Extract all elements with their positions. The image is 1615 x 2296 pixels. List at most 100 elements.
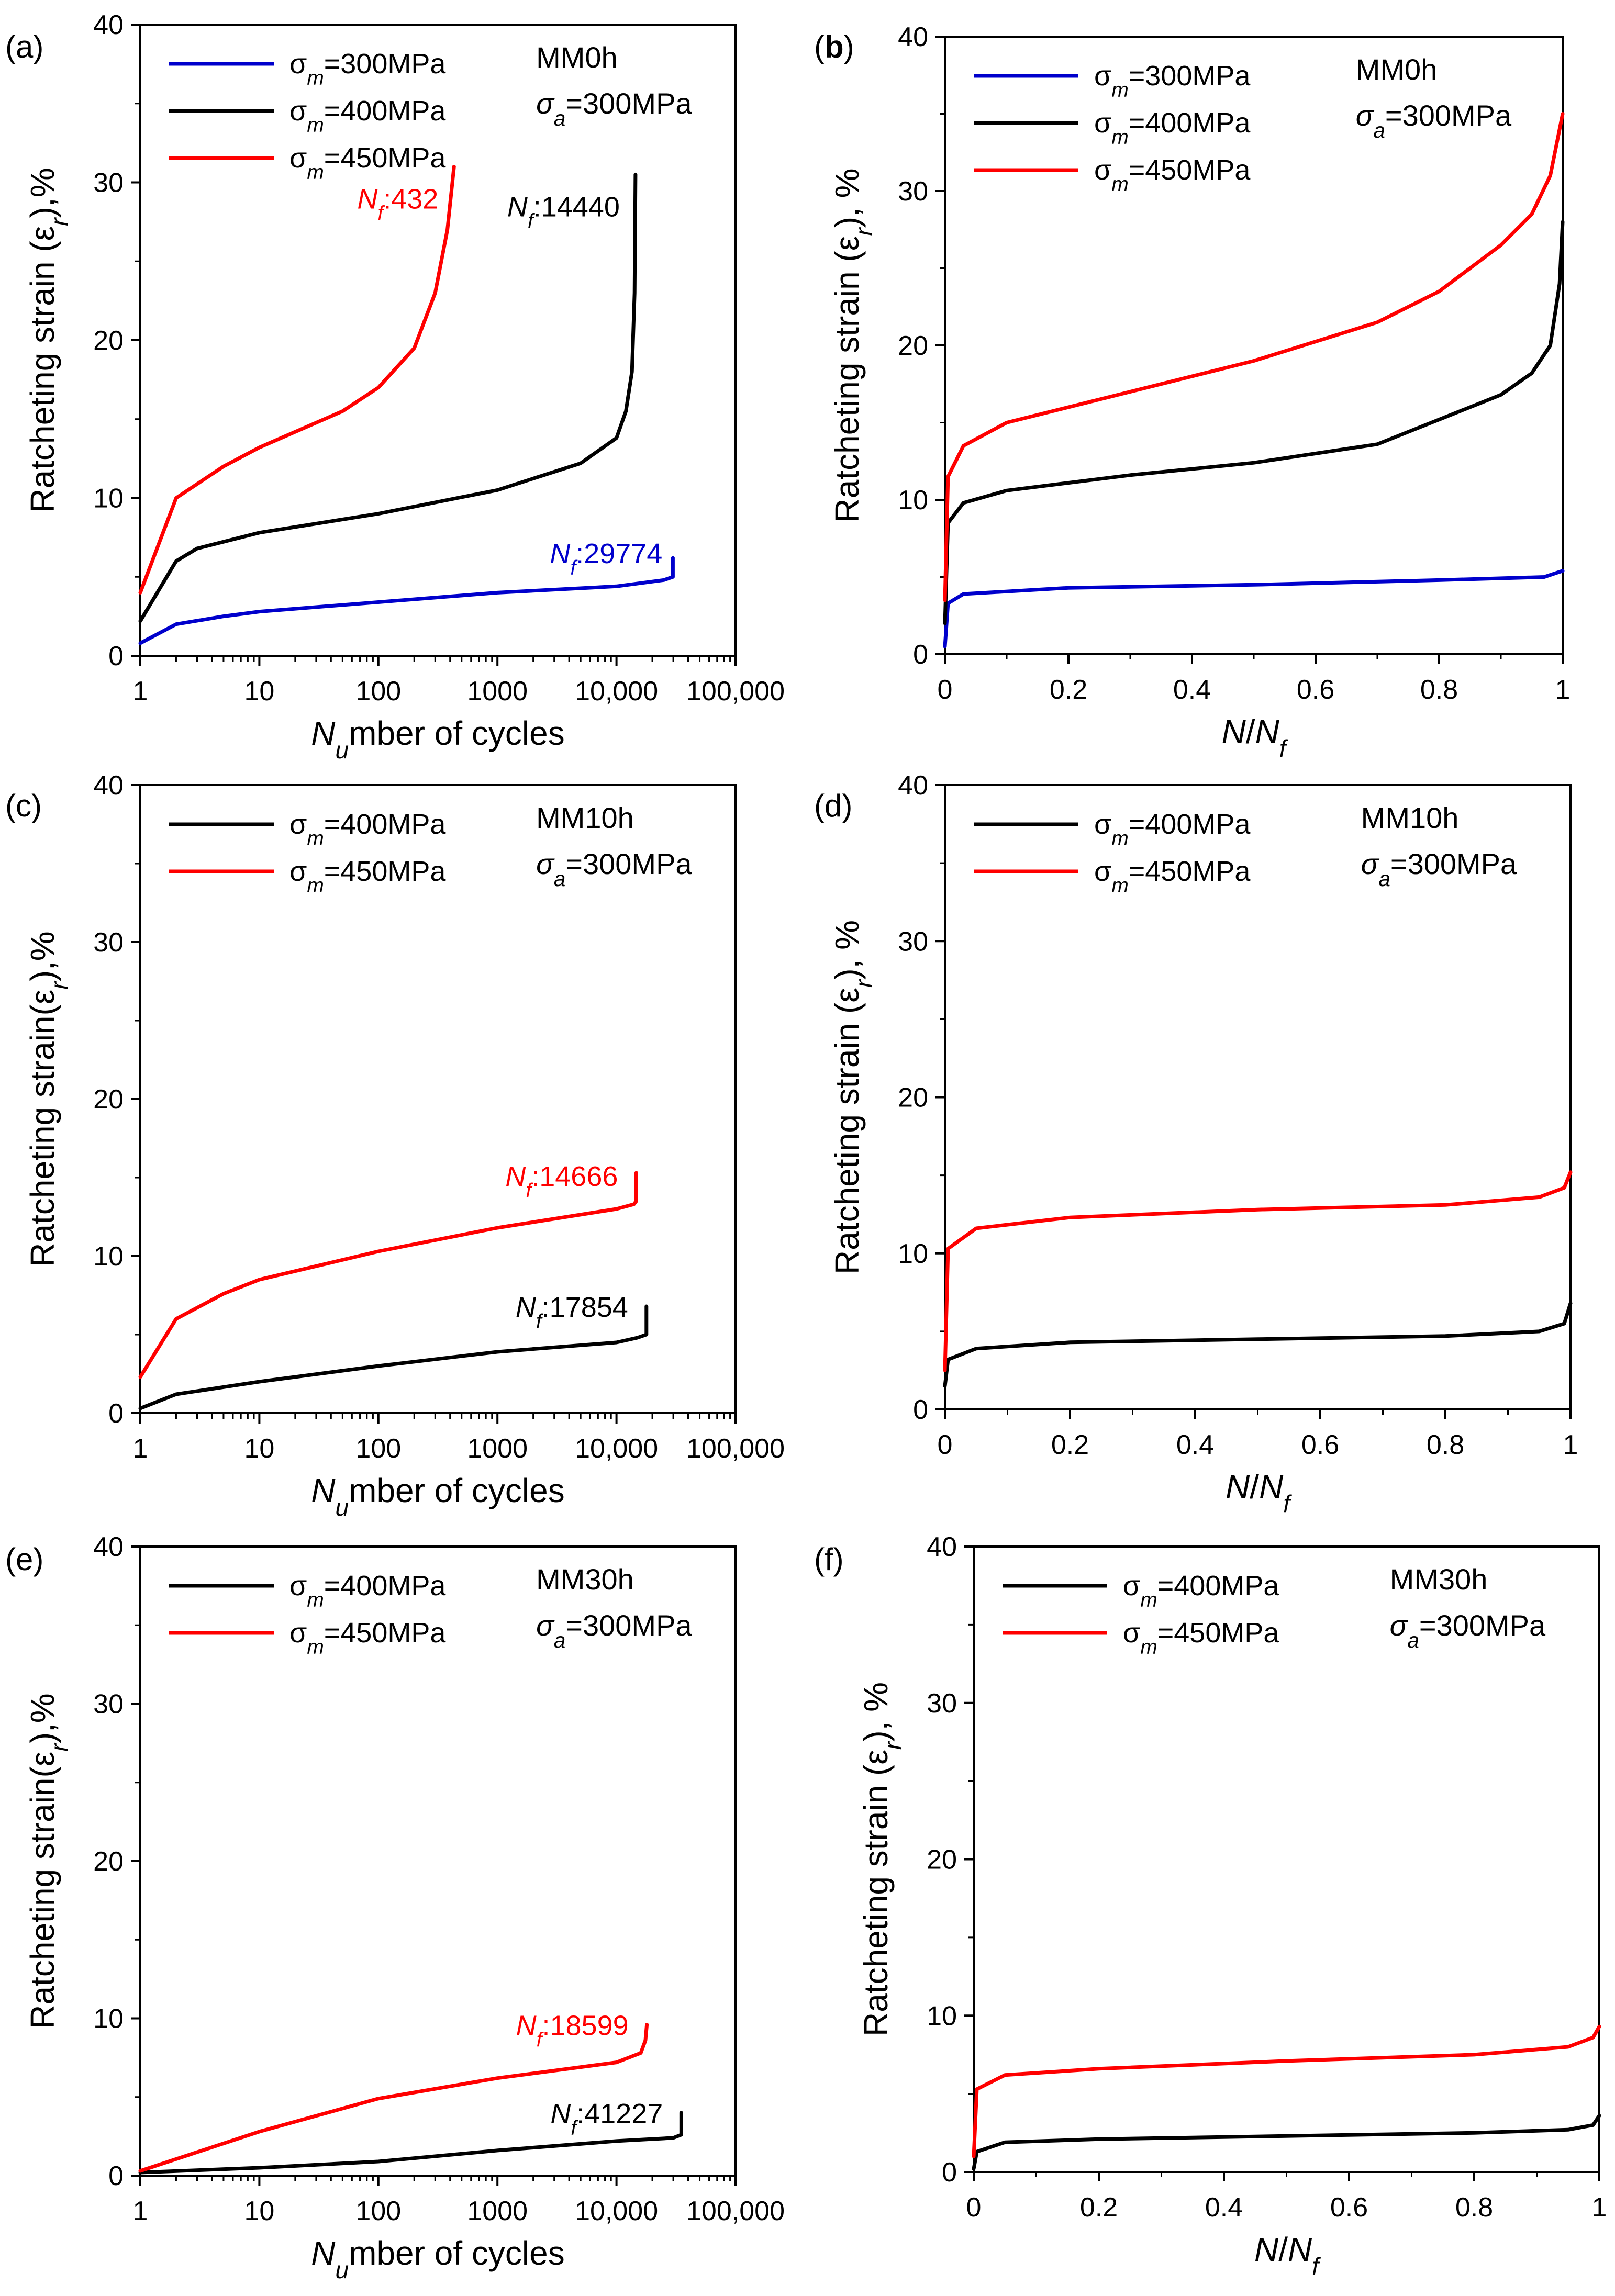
legend-label: σm=450MPa <box>1094 154 1251 196</box>
y-tick-label: 10 <box>898 1239 928 1269</box>
series-line-0 <box>972 2113 1601 2171</box>
fatigue-life-annotation: Nf:29774 <box>550 538 662 579</box>
fatigue-life-annotation: Nf:432 <box>357 183 438 225</box>
x-axis-title: N/Nf <box>1254 2231 1321 2280</box>
x-tick-label: 1 <box>1555 675 1571 705</box>
x-tick-label: 0.6 <box>1301 1430 1339 1460</box>
y-tick-label: 10 <box>93 484 124 514</box>
panel-a: (a) 0 10 20 30 40 1 10 100 1000 10,000 100,000 Numbe… <box>5 10 785 764</box>
material-label: MM30h <box>536 1563 634 1596</box>
fatigue-life-annotation: Nf:18599 <box>516 2010 629 2052</box>
series-line-1 <box>138 1171 638 1379</box>
x-tick-label: 10 <box>244 676 274 707</box>
fatigue-life-annotation: Nf:17854 <box>516 1292 628 1333</box>
material-label: MM0h <box>536 41 618 74</box>
stress-amplitude-label: σa=300MPa <box>536 847 692 891</box>
x-tick-label: 1 <box>133 2196 148 2226</box>
y-tick-label: 0 <box>913 1395 928 1425</box>
x-tick-label: 1000 <box>467 676 528 707</box>
y-tick-label: 30 <box>927 1688 957 1719</box>
x-axis-title: N/Nf <box>1226 1468 1292 1517</box>
series-line-0 <box>138 2111 683 2175</box>
panel-c: (c) 0 10 20 30 40 1 10 100 1000 10,000 100,000 Numbe… <box>5 770 785 1521</box>
x-tick-label: 0 <box>938 675 953 705</box>
legend-label: σm=300MPa <box>289 48 446 89</box>
y-tick-label: 10 <box>898 485 928 516</box>
series-line-2 <box>138 164 456 595</box>
stress-amplitude-label: σa=300MPa <box>536 87 692 130</box>
series-line-0 <box>943 1301 1573 1388</box>
legend-label: σm=400MPa <box>1094 107 1251 149</box>
legend-label: σm=300MPa <box>1094 60 1251 102</box>
x-tick-label: 100,000 <box>686 676 785 707</box>
y-tick-label: 20 <box>898 331 928 361</box>
x-tick-label: 0.4 <box>1173 675 1211 705</box>
material-label: MM30h <box>1390 1563 1488 1596</box>
legend-label: σm=400MPa <box>289 809 446 850</box>
y-axis-title: Ratcheting strain (εr), % <box>857 1682 906 2036</box>
legend-label: σm=400MPa <box>289 95 446 137</box>
y-tick-label: 10 <box>927 2001 957 2031</box>
x-tick-label: 0.2 <box>1051 1430 1089 1460</box>
y-tick-label: 20 <box>898 1083 928 1113</box>
stress-amplitude-label: σa=300MPa <box>1356 99 1512 142</box>
x-tick-label: 1 <box>133 676 148 707</box>
x-tick-label: 1000 <box>467 2196 528 2226</box>
x-tick-label: 1 <box>1592 2192 1607 2223</box>
series-line-0 <box>943 569 1565 648</box>
panel-label: (d) <box>814 788 852 823</box>
x-tick-label: 1 <box>1563 1430 1578 1460</box>
x-axis-title: N/Nf <box>1221 713 1288 762</box>
x-tick-label: 10 <box>244 2196 274 2226</box>
y-axis-title: Ratcheting strain (εr), % <box>828 168 877 522</box>
panel-label: (e) <box>5 1542 43 1577</box>
y-tick-label: 0 <box>108 641 124 671</box>
y-tick-label: 20 <box>93 1084 124 1115</box>
fatigue-life-annotation: Nf:14440 <box>507 191 620 232</box>
x-tick-label: 0.8 <box>1455 2192 1493 2223</box>
y-tick-label: 40 <box>93 10 124 40</box>
series-line-2 <box>943 112 1565 602</box>
series-line-1 <box>943 220 1565 625</box>
y-tick-label: 0 <box>913 640 928 670</box>
y-tick-label: 10 <box>93 1241 124 1272</box>
y-tick-label: 30 <box>93 927 124 958</box>
y-tick-label: 20 <box>93 326 124 356</box>
legend-label: σm=400MPa <box>1123 1570 1279 1611</box>
legend-label: σm=450MPa <box>289 142 446 184</box>
x-tick-label: 100 <box>355 1433 401 1464</box>
legend-label: σm=450MPa <box>289 856 446 897</box>
series-line-1 <box>943 1170 1573 1372</box>
material-label: MM0h <box>1356 53 1438 86</box>
y-tick-label: 40 <box>927 1532 957 1562</box>
y-tick-label: 0 <box>942 2157 957 2188</box>
stress-amplitude-label: σa=300MPa <box>536 1609 692 1652</box>
x-tick-label: 1 <box>133 1433 148 1464</box>
y-tick-label: 0 <box>108 1398 124 1429</box>
y-tick-label: 30 <box>93 168 124 198</box>
stress-amplitude-label: σa=300MPa <box>1390 1609 1546 1652</box>
x-tick-label: 100,000 <box>686 1433 785 1464</box>
panel-label: (f) <box>814 1542 844 1577</box>
series-line-1 <box>138 2023 649 2173</box>
x-tick-label: 0.6 <box>1330 2192 1368 2223</box>
x-tick-label: 0.2 <box>1080 2192 1118 2223</box>
series-line-0 <box>138 1304 649 1410</box>
x-tick-label: 0.8 <box>1420 675 1458 705</box>
x-tick-label: 0.8 <box>1427 1430 1464 1460</box>
fatigue-life-annotation: Nf:14666 <box>505 1161 618 1202</box>
series-line-0 <box>138 556 675 645</box>
panel-f: (f) 0 10 20 30 40 0 0.2 0.4 0.6 0.8 1 N/Nf Ratcheting… <box>814 1532 1607 2280</box>
series-line-1 <box>138 172 638 623</box>
x-tick-label: 100 <box>355 676 401 707</box>
x-tick-label: 0 <box>966 2192 982 2223</box>
x-tick-label: 0.6 <box>1297 675 1334 705</box>
legend-label: σm=450MPa <box>289 1617 446 1659</box>
y-tick-label: 40 <box>898 22 928 52</box>
legend-label: σm=400MPa <box>1094 809 1251 850</box>
x-tick-label: 0 <box>938 1430 953 1460</box>
y-tick-label: 40 <box>898 770 928 801</box>
y-tick-label: 30 <box>898 926 928 957</box>
panel-label: (a) <box>5 29 43 64</box>
